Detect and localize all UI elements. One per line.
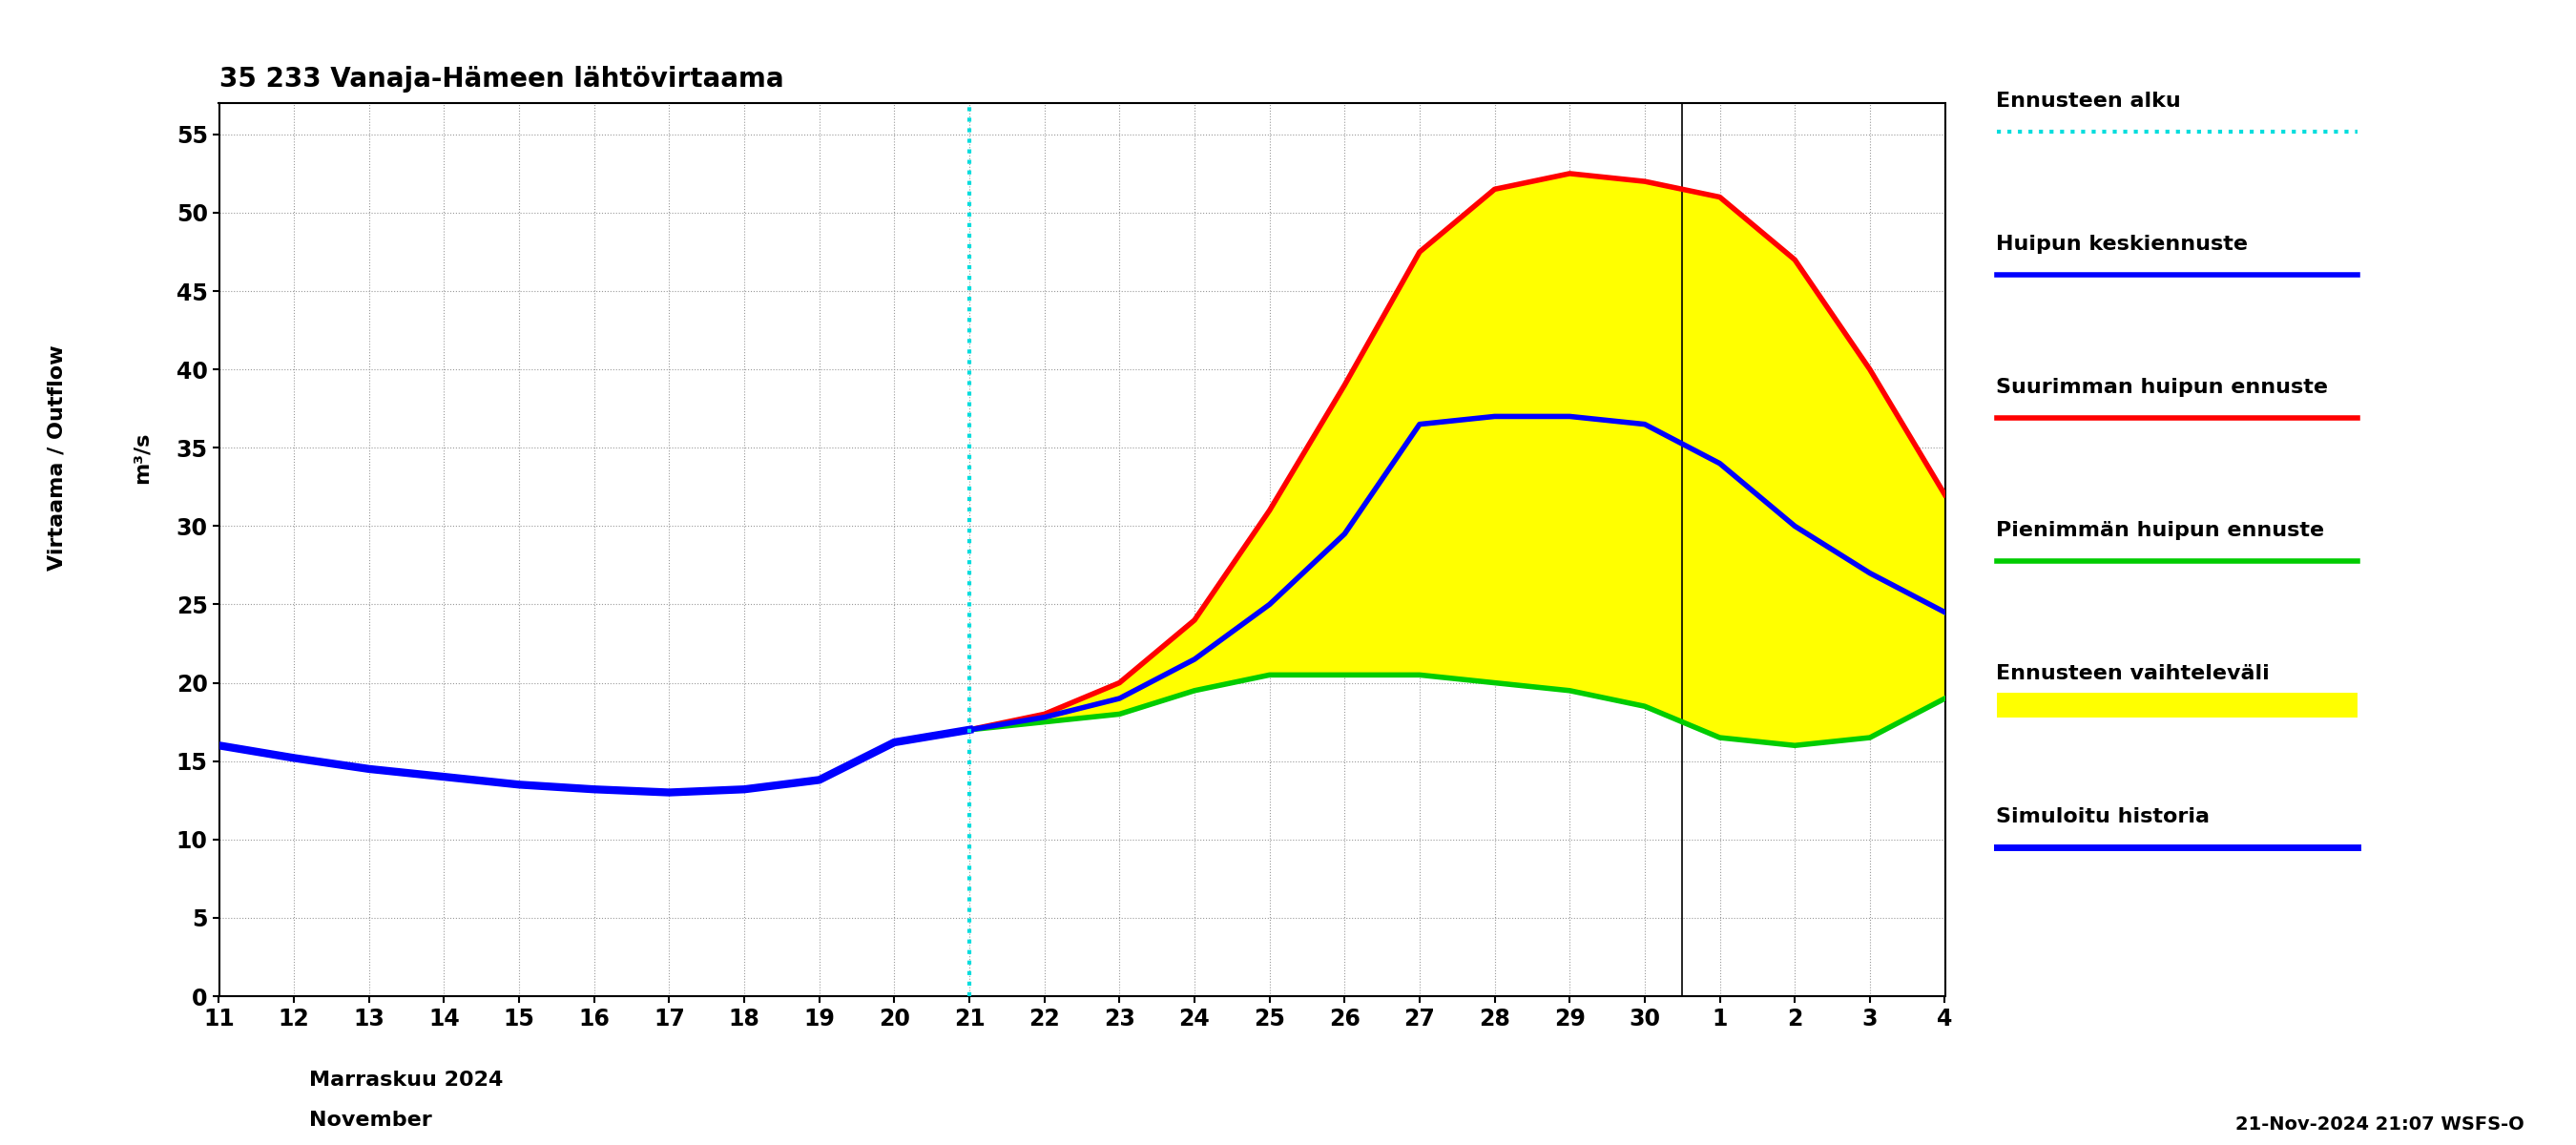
Text: 35 233 Vanaja-Hämeen lähtövirtaama: 35 233 Vanaja-Hämeen lähtövirtaama <box>219 66 783 93</box>
Text: Pienimmän huipun ennuste: Pienimmän huipun ennuste <box>1996 521 2324 540</box>
Text: Suurimman huipun ennuste: Suurimman huipun ennuste <box>1996 378 2329 397</box>
Text: Marraskuu 2024: Marraskuu 2024 <box>309 1071 502 1090</box>
Text: Huipun keskiennuste: Huipun keskiennuste <box>1996 235 2249 254</box>
Text: Ennusteen alku: Ennusteen alku <box>1996 92 2182 111</box>
Text: November: November <box>309 1111 433 1130</box>
Text: Ennusteen vaihteleväli: Ennusteen vaihteleväli <box>1996 664 2269 684</box>
Text: Virtaama / Outflow: Virtaama / Outflow <box>46 345 67 571</box>
Text: 21-Nov-2024 21:07 WSFS-O: 21-Nov-2024 21:07 WSFS-O <box>2236 1115 2524 1134</box>
Text: m³/s: m³/s <box>131 432 152 484</box>
Text: Simuloitu historia: Simuloitu historia <box>1996 807 2210 827</box>
